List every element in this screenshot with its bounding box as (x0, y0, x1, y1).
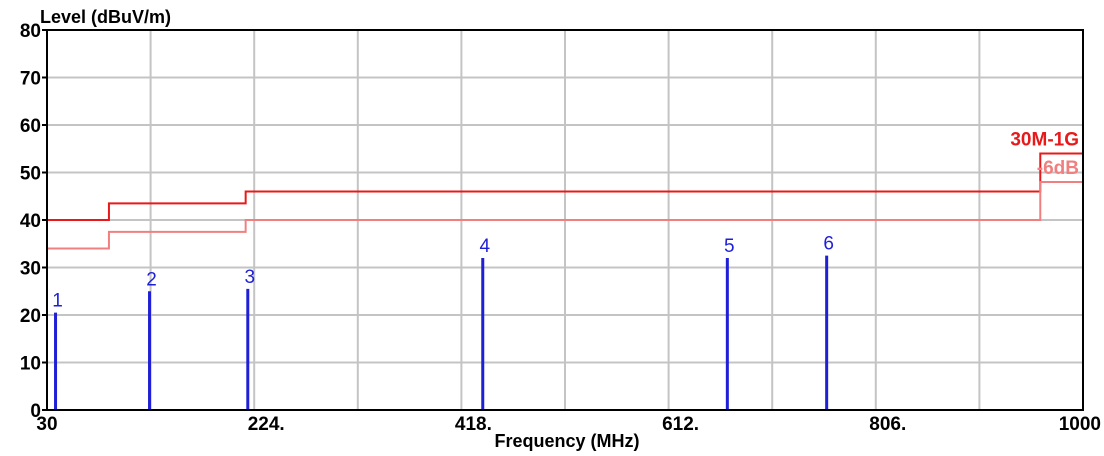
y-axis-title: Level (dBuV/m) (40, 7, 171, 27)
x-tick-label: 806. (869, 414, 906, 435)
y-tick-label: 60 (20, 116, 41, 137)
marker-label: 3 (245, 267, 256, 288)
series-label: 30M-1G (1010, 130, 1079, 151)
series-line-margin (47, 181, 1083, 250)
markers: 1 2 3 4 5 6 (52, 234, 834, 410)
x-tick-label: 612. (662, 414, 699, 435)
x-axis-title: Frequency (MHz) (494, 431, 639, 451)
series-line-limit (47, 152, 1083, 221)
marker-label: 1 (52, 291, 63, 312)
series-labels: 30M-1G -6dB (1010, 130, 1079, 180)
x-tick-label: 30 (36, 414, 57, 435)
y-tick-label: 40 (20, 211, 41, 232)
y-tick-label: 80 (20, 21, 41, 42)
series-label: -6dB (1037, 158, 1079, 179)
marker-label: 2 (146, 269, 157, 290)
y-tick-label: 70 (20, 69, 41, 90)
y-tick-label: 0 (30, 401, 41, 422)
marker-label: 5 (724, 236, 735, 257)
x-tick-label: 418. (455, 414, 492, 435)
tick-labels: 0 10 20 30 40 50 60 70 80 30 224. 418. 612. 806. 1000 (20, 21, 1101, 435)
y-tick-label: 20 (20, 306, 41, 327)
limit-lines (47, 152, 1083, 250)
y-tick-label: 10 (20, 354, 41, 375)
x-tick-label: 1000 (1059, 414, 1101, 435)
y-tick-label: 50 (20, 164, 41, 185)
marker-label: 6 (823, 234, 834, 255)
y-tick-label: 30 (20, 259, 41, 280)
x-tick-label: 224. (248, 414, 285, 435)
marker-label: 4 (479, 236, 490, 257)
